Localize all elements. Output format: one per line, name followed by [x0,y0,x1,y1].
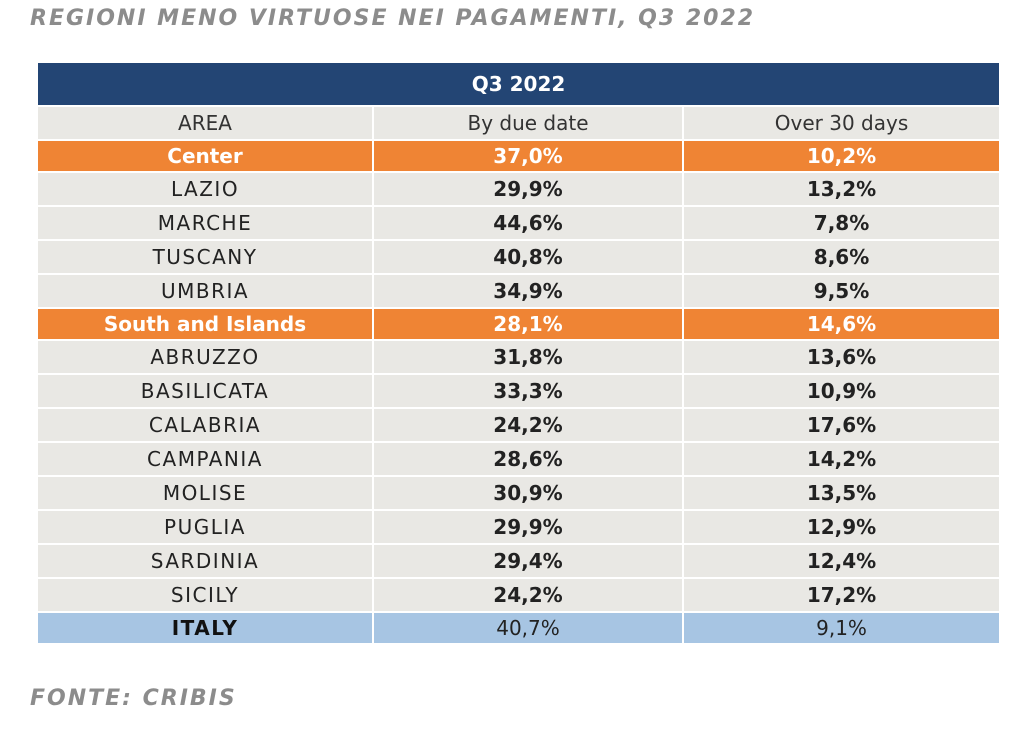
over-30-days-cell: 17,6% [682,409,1000,443]
over-30-days-cell: 7,8% [682,207,1000,241]
by-due-date-cell: 29,9% [372,511,682,545]
by-due-date-cell: 28,1% [372,309,682,341]
area-cell: Center [38,141,372,173]
by-due-date-cell: 24,2% [372,409,682,443]
area-cell: BASILICATA [38,375,372,409]
over-30-days-cell: 17,2% [682,579,1000,613]
over-30-days-cell: 12,4% [682,545,1000,579]
by-due-date-cell: 30,9% [372,477,682,511]
over-30-days-cell: 8,6% [682,241,1000,275]
by-due-date-cell: 40,8% [372,241,682,275]
area-cell: MARCHE [38,207,372,241]
table-row-area: South and Islands 28,1% 14,6% [38,309,1000,341]
over-30-days-cell: 12,9% [682,511,1000,545]
table-row: LAZIO 29,9% 13,2% [38,173,1000,207]
area-cell: CAMPANIA [38,443,372,477]
by-due-date-cell: 44,6% [372,207,682,241]
table-row: CALABRIA 24,2% 17,6% [38,409,1000,443]
by-due-date-cell: 34,9% [372,275,682,309]
column-header-over-30-days: Over 30 days [682,107,1000,141]
table-row: TUSCANY 40,8% 8,6% [38,241,1000,275]
column-header-area: AREA [38,107,372,141]
area-cell: ITALY [38,613,372,643]
area-cell: ABRUZZO [38,341,372,375]
table-row: BASILICATA 33,3% 10,9% [38,375,1000,409]
by-due-date-cell: 28,6% [372,443,682,477]
over-30-days-cell: 10,9% [682,375,1000,409]
area-cell: PUGLIA [38,511,372,545]
area-cell: SARDINIA [38,545,372,579]
table-row-total: ITALY 40,7% 9,1% [38,613,1000,643]
area-cell: MOLISE [38,477,372,511]
table-row: SICILY 24,2% 17,2% [38,579,1000,613]
over-30-days-cell: 13,5% [682,477,1000,511]
by-due-date-cell: 33,3% [372,375,682,409]
table-header-row: Q3 2022 [38,63,1000,107]
by-due-date-cell: 24,2% [372,579,682,613]
over-30-days-cell: 13,2% [682,173,1000,207]
by-due-date-cell: 31,8% [372,341,682,375]
area-cell: South and Islands [38,309,372,341]
over-30-days-cell: 10,2% [682,141,1000,173]
over-30-days-cell: 9,1% [682,613,1000,643]
area-cell: TUSCANY [38,241,372,275]
table-body: Center 37,0% 10,2% LAZIO 29,9% 13,2% MARCHE 44,… [38,141,1000,643]
payments-table: Q3 2022 AREA By due date Over 30 days Ce… [38,63,1000,643]
by-due-date-cell: 37,0% [372,141,682,173]
area-cell: LAZIO [38,173,372,207]
source-note: FONTE: CRIBIS [30,686,237,711]
by-due-date-cell: 29,9% [372,173,682,207]
over-30-days-cell: 14,6% [682,309,1000,341]
table-row: SARDINIA 29,4% 12,4% [38,545,1000,579]
column-header-row: AREA By due date Over 30 days [38,107,1000,141]
table-row: ABRUZZO 31,8% 13,6% [38,341,1000,375]
over-30-days-cell: 13,6% [682,341,1000,375]
by-due-date-cell: 40,7% [372,613,682,643]
table-row: CAMPANIA 28,6% 14,2% [38,443,1000,477]
table-row-area: Center 37,0% 10,2% [38,141,1000,173]
table-row: MOLISE 30,9% 13,5% [38,477,1000,511]
column-header-by-due-date: By due date [372,107,682,141]
by-due-date-cell: 29,4% [372,545,682,579]
table-row: UMBRIA 34,9% 9,5% [38,275,1000,309]
area-cell: UMBRIA [38,275,372,309]
chart-title: REGIONI MENO VIRTUOSE NEI PAGAMENTI, Q3 … [30,6,756,31]
area-cell: CALABRIA [38,409,372,443]
table-row: PUGLIA 29,9% 12,9% [38,511,1000,545]
table-row: MARCHE 44,6% 7,8% [38,207,1000,241]
over-30-days-cell: 14,2% [682,443,1000,477]
over-30-days-cell: 9,5% [682,275,1000,309]
table-period-header: Q3 2022 [38,63,1000,107]
area-cell: SICILY [38,579,372,613]
